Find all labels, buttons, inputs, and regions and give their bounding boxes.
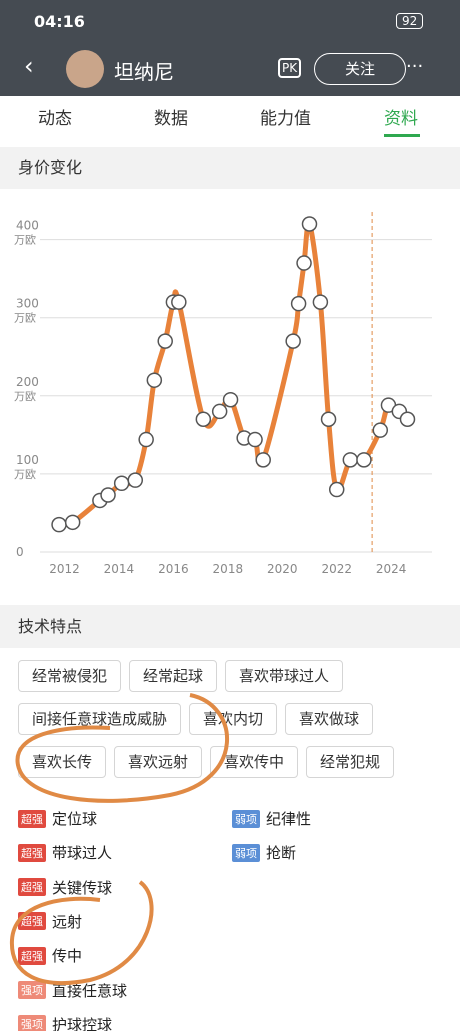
tag-list: 经常被侵犯 经常起球 喜欢带球过人间接任意球造成威胁 喜欢内切 喜欢做球喜欢长传 喜欢远射… — [18, 660, 438, 778]
skill-tag: 间接任意球造成威胁 — [18, 703, 182, 735]
feature-name: 远射 — [52, 912, 83, 931]
y-tick-label: 200 — [16, 375, 39, 389]
club-badge — [146, 372, 163, 388]
x-tick-label: 2016 — [158, 562, 189, 576]
club-badge — [255, 452, 271, 468]
feature-name: 抢断 — [266, 844, 297, 863]
club-badge — [127, 472, 144, 488]
club-badge — [342, 452, 359, 468]
y-tick-label: 300 — [16, 297, 39, 311]
y-tick-label: 100 — [16, 453, 39, 467]
x-tick-label: 2020 — [267, 562, 298, 576]
feature-row: 弱项 纪律性 — [232, 808, 311, 829]
level-badge: 强项 — [18, 1015, 46, 1031]
pk-button[interactable]: PK — [278, 58, 302, 78]
level-badge: 超强 — [18, 809, 46, 828]
tab[interactable]: 动态 — [38, 109, 72, 129]
club-badge — [372, 422, 389, 438]
club-badge — [138, 431, 154, 448]
section-title: 技术特点 — [0, 605, 460, 648]
club-badge — [195, 411, 212, 427]
club-badge — [51, 516, 67, 533]
more-button[interactable]: ··· — [406, 56, 424, 77]
level-badge: 超强 — [18, 912, 46, 931]
feature-row: 超强 带球过人 — [18, 842, 112, 863]
club-badge — [301, 216, 318, 232]
tab-indicator — [384, 134, 420, 137]
club-badge — [113, 475, 130, 492]
section-title: 身价变化 — [0, 147, 460, 189]
y-unit-label: 万欧 — [14, 468, 36, 481]
skill-tag: 喜欢带球过人 — [225, 660, 344, 692]
x-tick-label: 2018 — [213, 562, 244, 576]
club-badge — [296, 255, 312, 271]
club-badge — [320, 411, 337, 427]
feature-row: 强项 直接任意球 — [18, 980, 127, 1001]
club-badge — [312, 294, 329, 310]
level-badge: 超强 — [18, 843, 46, 862]
club-badge — [356, 452, 372, 468]
x-tick-label: 2014 — [104, 562, 135, 576]
x-tick-label: 2024 — [376, 562, 407, 576]
tab[interactable]: 能力值 — [260, 109, 311, 129]
skill-tag: 经常起球 — [129, 660, 218, 692]
skill-tag: 经常犯规 — [306, 746, 395, 778]
tab[interactable]: 数据 — [154, 109, 188, 129]
club-badge — [100, 487, 116, 503]
feature-name: 纪律性 — [266, 810, 312, 828]
feature-name: 护球控球 — [52, 1015, 113, 1031]
y-tick-label: 0 — [16, 545, 24, 559]
club-badge — [285, 333, 301, 349]
level-badge: 弱项 — [232, 843, 260, 862]
skill-tag: 喜欢长传 — [18, 746, 107, 778]
level-badge: 超强 — [18, 878, 46, 897]
club-badge — [328, 481, 345, 498]
level-badge: 强项 — [18, 981, 46, 999]
battery: 92 — [396, 13, 424, 29]
club-badge — [211, 403, 228, 420]
y-tick-label: 400 — [16, 219, 39, 233]
x-tick-label: 2022 — [321, 562, 352, 576]
feature-row: 超强 传中 — [18, 945, 82, 966]
feature-row: 弱项 抢断 — [232, 842, 296, 863]
level-badge: 超强 — [18, 946, 46, 965]
value-line — [56, 220, 410, 528]
follow-button[interactable]: 关注 — [314, 53, 406, 85]
y-unit-label: 万欧 — [14, 312, 36, 325]
status-time: 04:16 — [34, 12, 85, 31]
club-badge — [399, 411, 416, 427]
feature-name: 关键传球 — [52, 878, 113, 897]
feature-name: 带球过人 — [52, 844, 113, 863]
skill-tag: 经常被侵犯 — [18, 660, 122, 692]
skill-tag: 喜欢做球 — [285, 703, 374, 735]
feature-name: 直接任意球 — [52, 981, 128, 1000]
club-badge — [157, 333, 173, 349]
skill-tag: 喜欢内切 — [189, 703, 278, 735]
feature-name: 定位球 — [52, 810, 98, 828]
club-badge — [171, 294, 187, 310]
tab-active[interactable]: 资料 — [384, 109, 418, 129]
avatar — [66, 50, 104, 88]
back-button[interactable]: ‹ — [24, 52, 34, 80]
club-badge — [290, 295, 307, 312]
feature-row: 超强 定位球 — [18, 808, 97, 829]
skill-tag: 喜欢传中 — [210, 746, 299, 778]
feature-name: 传中 — [52, 947, 83, 966]
skill-tag: 喜欢远射 — [114, 746, 203, 778]
feature-row: 强项 护球控球 — [18, 1014, 112, 1031]
y-unit-label: 万欧 — [14, 234, 36, 247]
player-name: 坦纳尼 — [114, 60, 174, 84]
header-bar: 04:16 92 ‹ 坦纳尼 PK 关注 ··· — [0, 0, 460, 96]
club-badge — [222, 391, 239, 408]
club-badge — [64, 514, 81, 531]
feature-row: 超强 关键传球 — [18, 877, 112, 898]
x-tick-label: 2012 — [49, 562, 80, 576]
level-badge: 弱项 — [232, 809, 260, 828]
y-unit-label: 万欧 — [14, 390, 36, 403]
club-badge — [247, 431, 263, 448]
feature-row: 超强 远射 — [18, 911, 82, 932]
